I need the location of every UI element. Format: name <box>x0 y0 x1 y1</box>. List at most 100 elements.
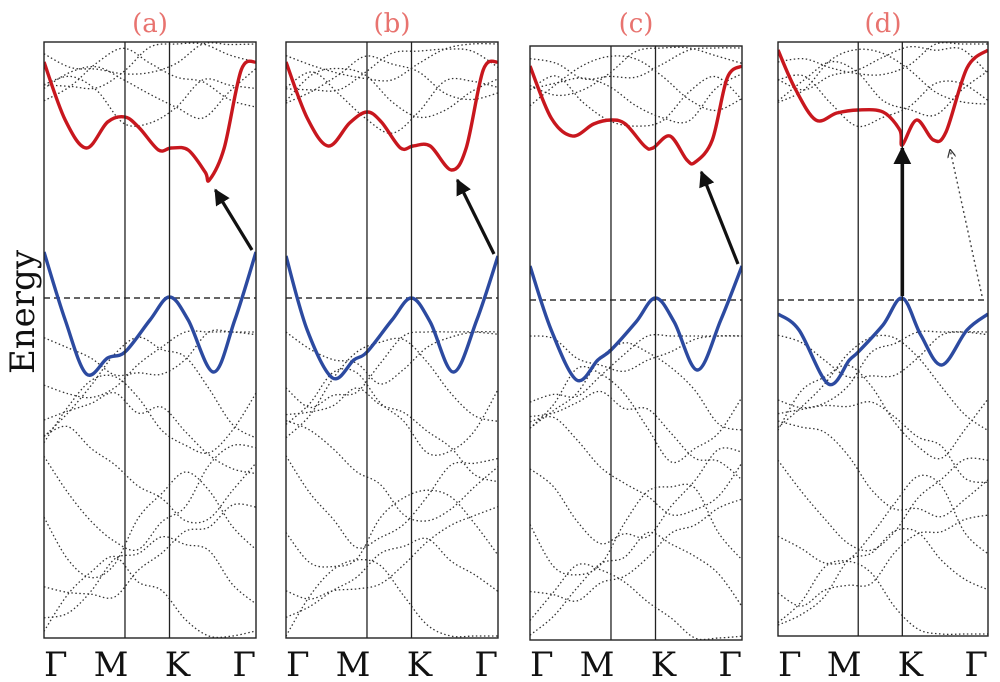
k-point-label: K <box>165 645 191 682</box>
conduction-band-curve <box>778 48 988 147</box>
upper-band-line <box>778 60 988 117</box>
valence-band-curve <box>44 251 256 377</box>
lower-band-line <box>530 416 742 516</box>
k-point-label: Γ <box>232 645 256 682</box>
panel-label: (d) <box>865 9 902 39</box>
lower-band-line <box>778 364 988 460</box>
lower-band-line <box>778 334 988 432</box>
lower-band-line <box>286 558 498 638</box>
upper-band-line <box>286 42 498 82</box>
upper-band-line <box>286 55 498 104</box>
k-point-label: Γ <box>778 645 802 682</box>
lower-band-line <box>778 330 988 409</box>
lower-band-line <box>530 365 742 464</box>
lower-band-line <box>44 425 256 524</box>
panel-label: (a) <box>132 9 168 39</box>
upper-band-line <box>530 73 742 124</box>
panel-frame <box>777 41 989 637</box>
indirect-gap-arrow <box>699 170 740 265</box>
lower-band-line <box>778 514 988 607</box>
conduction-band-curve <box>286 59 498 172</box>
lower-band-line <box>44 374 256 454</box>
lower-band-line <box>530 447 742 545</box>
panel-plot-area <box>286 42 498 638</box>
upper-band-line <box>44 65 256 120</box>
lower-band-line <box>44 330 256 399</box>
valence-band-curve <box>778 296 988 387</box>
lower-band-line <box>44 535 256 619</box>
lower-band-line <box>44 392 256 475</box>
k-point-label: M <box>94 645 129 682</box>
upper-band-line <box>44 47 256 108</box>
lower-band-line <box>530 342 742 431</box>
panel-c: (c)Γ M K Γ <box>529 9 743 682</box>
lower-band-line <box>44 471 256 579</box>
lower-band-line <box>286 489 498 568</box>
k-point-label: M <box>827 645 862 682</box>
lower-band-line <box>778 401 988 484</box>
lower-band-line <box>530 483 742 576</box>
lower-band-line <box>530 563 742 640</box>
indirect-gap-arrow <box>455 178 496 255</box>
lower-band-line <box>286 387 498 483</box>
lower-band-line <box>530 531 742 636</box>
lower-band-line <box>44 329 256 377</box>
k-point-label: Γ <box>718 645 742 682</box>
lower-band-line <box>44 444 256 551</box>
valence-band-curve <box>530 265 742 383</box>
lower-band-line <box>530 498 742 602</box>
panel-plot-area <box>778 42 988 636</box>
indirect-gap-dotted-arrow <box>950 150 983 297</box>
lower-band-line <box>286 419 498 522</box>
valence-band-curve <box>286 255 498 381</box>
k-point-label: M <box>580 645 615 682</box>
conduction-band-curve <box>44 59 256 183</box>
panel-b: (b)Γ M K Γ <box>285 9 499 682</box>
k-point-label: Γ <box>44 645 68 682</box>
lower-band-line <box>778 457 988 552</box>
k-point-label: Γ <box>286 645 310 682</box>
upper-band-line <box>44 42 256 90</box>
k-point-label: K <box>651 645 677 682</box>
k-point-label: Γ <box>964 645 988 682</box>
k-point-label: Γ <box>530 645 554 682</box>
y-axis-label: Energy <box>3 249 43 374</box>
lower-band-line <box>286 368 498 456</box>
panel-frame <box>43 41 257 639</box>
panel-plot-area <box>44 42 256 638</box>
panel-d: (d)Γ M K Γ <box>777 9 989 682</box>
upper-band-line <box>778 45 988 91</box>
upper-band-line <box>530 46 742 97</box>
lower-band-line <box>286 331 498 409</box>
panel-frame <box>529 45 743 641</box>
lower-band-line <box>44 503 256 599</box>
upper-band-line <box>286 48 498 92</box>
conduction-band-curve <box>530 64 742 166</box>
panels-group: (a)Γ M K Γ(b)Γ M K Γ(c)Γ M K Γ(d)Γ M K Γ <box>43 9 989 682</box>
lower-band-line <box>286 455 498 549</box>
k-point-label: M <box>336 645 371 682</box>
upper-band-line <box>286 67 498 119</box>
lower-band-line <box>530 390 742 481</box>
panel-label: (b) <box>374 9 411 39</box>
lower-band-line <box>778 474 988 565</box>
k-point-label: K <box>407 645 433 682</box>
k-point-label: K <box>898 645 924 682</box>
lower-band-line <box>778 331 988 379</box>
lower-band-line <box>530 335 742 373</box>
upper-band-line <box>286 71 498 134</box>
k-point-label: Γ <box>474 645 498 682</box>
upper-band-line <box>530 75 742 127</box>
lower-band-line <box>44 336 256 439</box>
upper-band-line <box>530 47 742 81</box>
lower-band-line <box>286 330 498 385</box>
lower-band-line <box>286 506 498 600</box>
indirect-gap-arrow <box>213 188 254 251</box>
lower-band-line <box>778 560 988 636</box>
lower-band-line <box>778 420 988 518</box>
upper-band-line <box>778 42 988 76</box>
upper-band-line <box>44 75 256 127</box>
panel-frame <box>285 41 499 639</box>
panel-label: (c) <box>619 9 654 39</box>
